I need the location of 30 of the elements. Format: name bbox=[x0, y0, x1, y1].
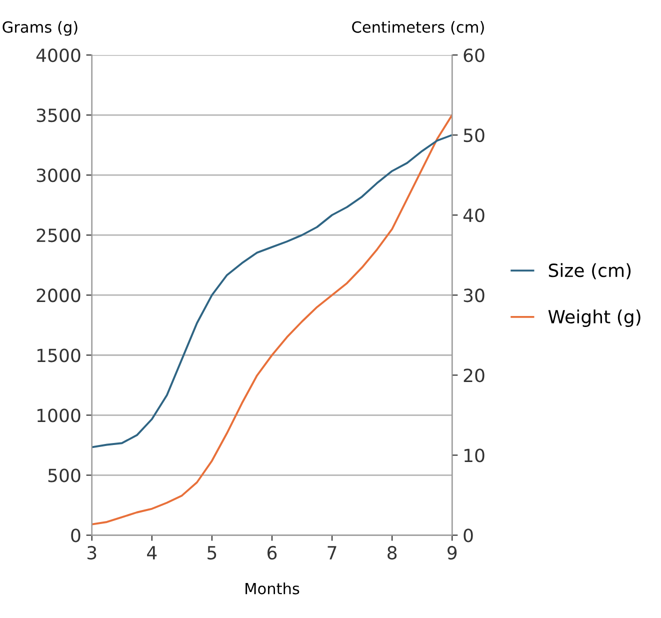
y-tick-label: 1500 bbox=[37, 348, 80, 362]
x-axis-title: Months bbox=[246, 582, 300, 594]
y2-tick-label: 50 bbox=[464, 128, 484, 142]
y2-tick-label: 30 bbox=[464, 288, 484, 302]
y-tick-label: 2000 bbox=[36, 288, 80, 302]
y-tick-label: 500 bbox=[48, 468, 80, 482]
legend-label: Size (cm) bbox=[548, 263, 631, 280]
x-tick-label: 4 bbox=[147, 546, 157, 560]
y-tick-label: 0 bbox=[71, 528, 80, 542]
y-tick-label: 1000 bbox=[37, 408, 80, 422]
x-tick-label: 9 bbox=[448, 546, 457, 560]
y2-tick-label: 10 bbox=[464, 448, 484, 462]
y2-tick-label: 20 bbox=[464, 368, 484, 382]
x-tick-label: 6 bbox=[268, 546, 277, 560]
x-tick-label: 8 bbox=[388, 546, 397, 560]
x-tick-label: 5 bbox=[208, 546, 216, 560]
y2-tick-label: 60 bbox=[464, 48, 484, 62]
line-series bbox=[92, 114, 452, 526]
y-tick-label: 3500 bbox=[36, 108, 80, 122]
x-tick-label: 3 bbox=[88, 546, 96, 560]
line-series bbox=[92, 134, 452, 448]
y-tick-label: 3000 bbox=[36, 168, 80, 182]
y-axis-title: Grams (g) bbox=[2, 21, 78, 36]
y-tick-label: 2500 bbox=[36, 228, 80, 242]
y2-axis-title: Centimeters (cm) bbox=[352, 21, 484, 35]
y2-tick-label: 40 bbox=[463, 208, 484, 222]
y-tick-label: 4000 bbox=[36, 48, 80, 62]
legend-label: Weight (g) bbox=[548, 310, 640, 328]
y2-tick-label: 0 bbox=[464, 528, 473, 542]
x-tick-label: 7 bbox=[328, 546, 336, 560]
